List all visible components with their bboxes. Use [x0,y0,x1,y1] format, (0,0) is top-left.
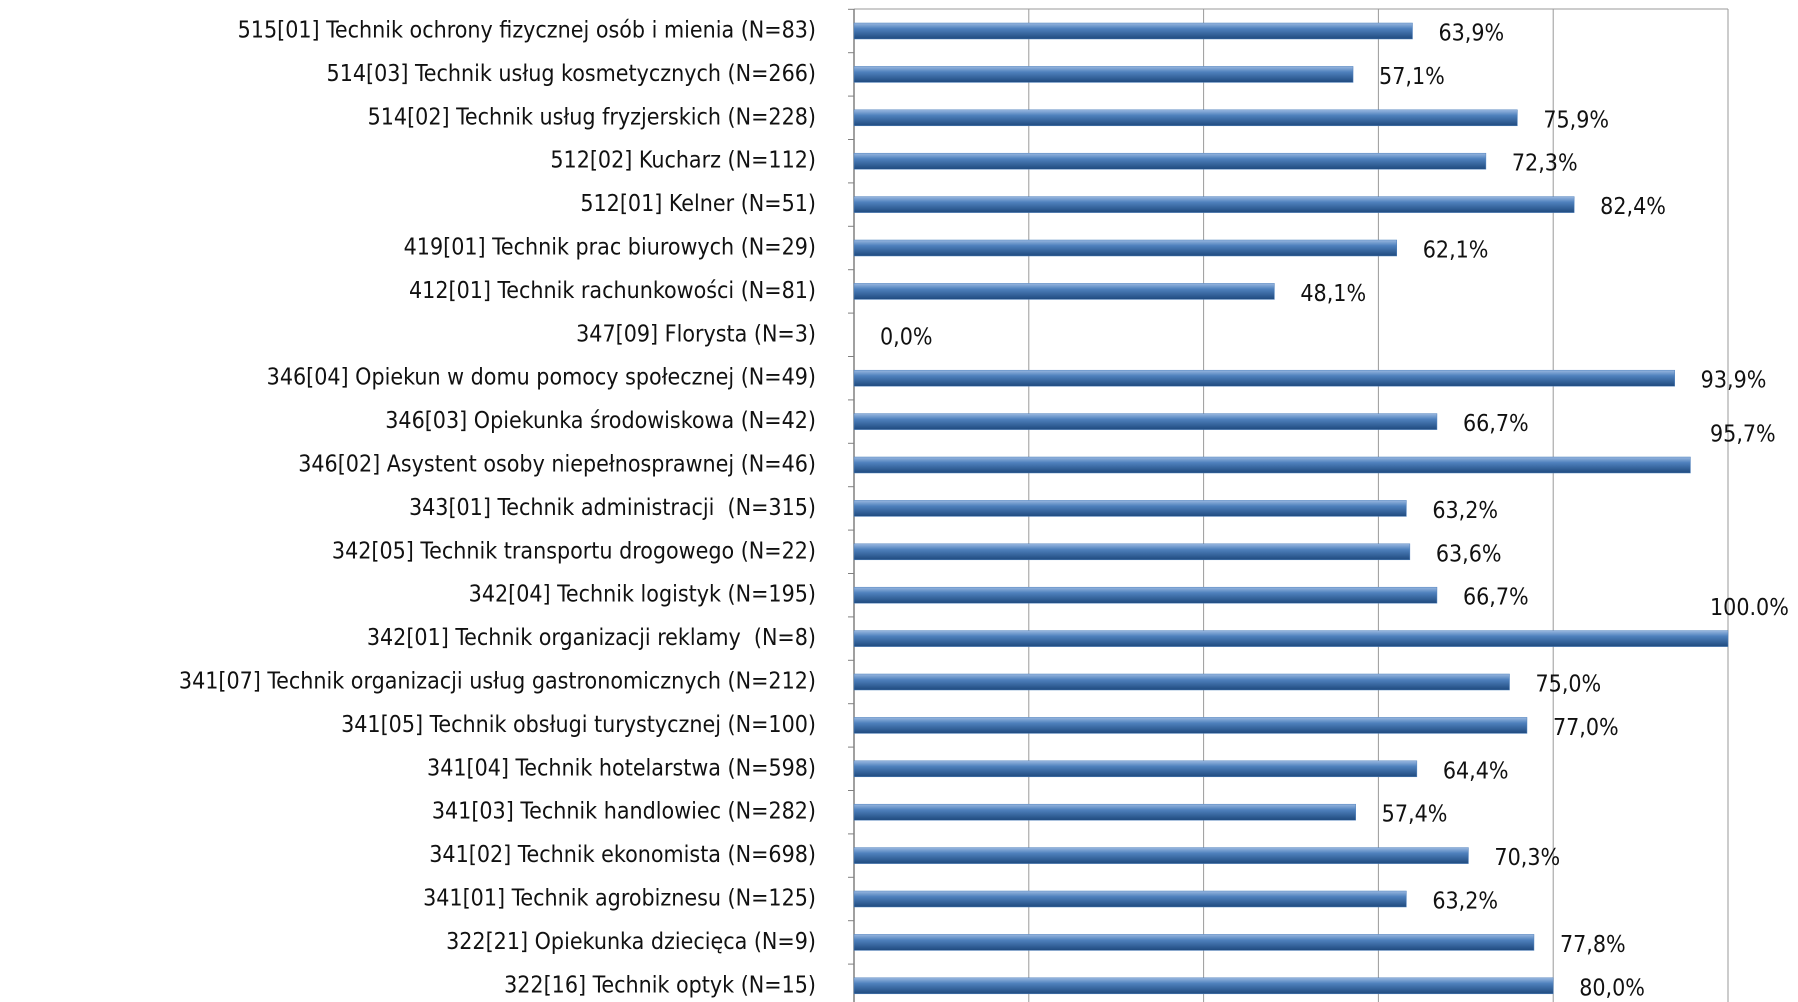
value-label: 63,2% [1432,889,1498,915]
y-tick-label: 512[01] Kelner (N=51) [580,191,816,217]
y-tick-label: 342[04] Technik logistyk (N=195) [469,582,816,608]
bar [853,152,1487,170]
y-tick-label: 346[02] Asystent osoby niepełnosprawnej … [298,452,816,478]
value-label: 80,0% [1579,975,1645,1001]
value-label: 70,3% [1494,845,1560,871]
y-tick-label: 322[21] Opiekunka dziecięca (N=9) [446,929,816,955]
bar [853,977,1554,995]
y-tick-label: 346[03] Opiekunka środowiskowa (N=42) [385,408,816,434]
value-label: 95,7% [1710,422,1776,448]
bar [853,283,1275,300]
value-label: 57,4% [1382,802,1448,828]
value-label: 63,2% [1432,498,1498,524]
y-tick-label: 341[02] Technik ekonomista (N=698) [429,842,816,868]
bar [853,196,1575,213]
bar [853,239,1398,257]
bar [853,456,1691,474]
value-label: 82,4% [1600,194,1666,220]
y-tick-label: 341[04] Technik hotelarstwa (N=598) [427,755,816,781]
bar [853,66,1354,83]
bar [853,109,1518,127]
value-label: 66,7% [1463,411,1529,437]
value-label: 0,0% [880,324,933,350]
bar [853,500,1407,517]
bar [853,630,1729,647]
y-tick-label: 412[01] Technik rachunkowości (N=81) [409,278,816,304]
y-tick-label: 419[01] Technik prac biurowych (N=29) [404,235,816,261]
bar [853,717,1528,734]
y-tick-label: 341[07] Technik organizacji usług gastro… [179,669,816,695]
bar [853,803,1356,821]
value-label: 62,1% [1423,238,1489,264]
y-tick-label: 342[05] Technik transportu drogowego (N=… [332,538,816,564]
y-tick-label: 514[03] Technik usług kosmetycznych (N=2… [327,61,816,87]
y-tick-label: 322[16] Technik optyk (N=15) [504,972,816,998]
value-label: 66,7% [1463,585,1529,611]
bar [853,586,1438,604]
y-tick-label: 341[01] Technik agrobiznesu (N=125) [423,886,816,912]
bar [853,369,1675,387]
y-tick-label: 341[05] Technik obsługi turystycznej (N=… [341,712,816,738]
y-tick-label: 341[03] Technik handlowiec (N=282) [432,799,816,825]
value-label: 93,9% [1701,368,1767,394]
y-tick-label: 512[02] Kucharz (N=112) [550,148,816,174]
y-tick-label: 342[01] Technik organizacji reklamy (N=8… [367,625,816,651]
value-label: 75,0% [1536,672,1602,698]
bar [853,673,1510,691]
bar [853,847,1469,864]
value-label: 77,0% [1553,715,1619,741]
bar [853,543,1411,561]
bar [853,760,1418,778]
value-label: 72,3% [1512,151,1578,177]
value-label: 57,1% [1379,64,1445,90]
value-label: 77,8% [1560,932,1626,958]
value-label: 63,9% [1438,21,1504,47]
value-label: 63,6% [1436,541,1502,567]
value-label: 75,9% [1543,107,1609,133]
y-tick-label: 515[01] Technik ochrony fizycznej osób i… [238,18,816,44]
bar [853,890,1407,908]
value-label: 64,4% [1443,758,1509,784]
bar [853,413,1438,430]
value-label: 48,1% [1300,281,1366,307]
y-tick-label: 347[09] Florysta (N=3) [576,321,816,347]
value-label: 100.0% [1710,595,1789,621]
y-tick-label: 343[01] Technik administracji (N=315) [409,495,816,521]
y-tick-label: 346[04] Opiekun w domu pomocy społecznej… [267,365,816,391]
y-tick-label: 514[02] Technik usług fryzjerskich (N=22… [368,104,816,130]
bar [853,934,1535,951]
bar [853,22,1413,40]
